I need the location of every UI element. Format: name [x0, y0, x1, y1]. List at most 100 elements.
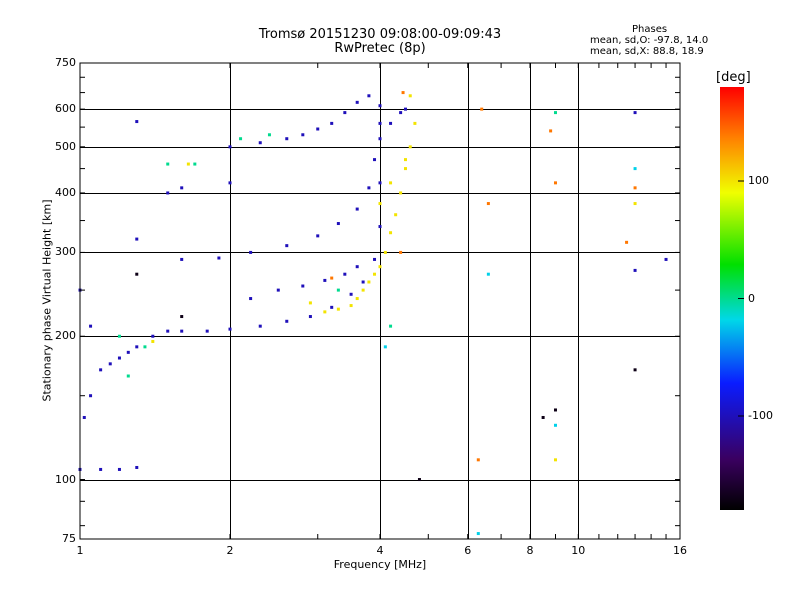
colorbar-tick-label: 100: [748, 174, 769, 187]
data-point: [151, 334, 155, 338]
data-point: [403, 107, 407, 111]
data-point: [151, 339, 155, 343]
data-point: [553, 111, 557, 115]
data-point: [633, 202, 637, 206]
data-point: [403, 158, 407, 162]
data-point: [355, 265, 359, 269]
data-point: [553, 408, 557, 412]
data-point: [486, 202, 490, 206]
data-point: [553, 423, 557, 427]
data-point: [336, 307, 340, 311]
data-point: [664, 257, 668, 261]
x-tick-label: 16: [673, 544, 687, 557]
colorbar-ticks: [738, 180, 744, 417]
data-point: [373, 158, 377, 162]
data-point: [553, 458, 557, 462]
data-point: [378, 181, 382, 185]
data-point: [389, 181, 393, 185]
x-axis-label: Frequency [MHz]: [333, 558, 427, 571]
grid-lines: [80, 63, 680, 539]
data-point: [349, 304, 353, 308]
data-point: [323, 310, 327, 314]
data-point: [330, 305, 334, 309]
data-point: [301, 133, 305, 137]
data-point: [389, 121, 393, 125]
data-point: [323, 278, 327, 282]
data-point: [343, 111, 347, 115]
axis-ticks: [79, 62, 681, 539]
x-tick-label: 6: [464, 544, 472, 557]
data-point: [166, 162, 170, 166]
data-points: [78, 91, 668, 536]
y-tick-label: 400: [55, 185, 76, 199]
data-point: [343, 272, 347, 276]
data-point: [285, 319, 289, 323]
y-tick-label: 200: [55, 329, 76, 343]
data-point: [180, 329, 184, 333]
x-tick-label: 4: [376, 544, 384, 557]
x-tick-label: 2: [226, 544, 234, 557]
data-point: [166, 329, 170, 333]
data-point: [276, 288, 280, 292]
data-point: [413, 121, 417, 125]
data-point: [217, 256, 221, 260]
data-point: [330, 276, 334, 280]
data-point: [355, 207, 359, 211]
data-point: [401, 91, 405, 95]
data-point: [399, 250, 403, 254]
y-tick-label: 300: [55, 245, 76, 259]
data-point: [316, 234, 320, 238]
data-point: [361, 288, 365, 292]
data-point: [301, 284, 305, 288]
data-point: [135, 272, 139, 276]
data-point: [389, 231, 393, 235]
data-point: [180, 186, 184, 190]
chart-title-line1: Tromsø 20151230 09:08:00-09:09:43: [258, 27, 502, 42]
data-point: [126, 350, 130, 354]
data-point: [336, 288, 340, 292]
data-point: [180, 315, 184, 319]
data-point: [367, 94, 371, 98]
x-tick-label: 8: [526, 544, 534, 557]
data-point: [258, 324, 262, 328]
data-point: [135, 345, 139, 349]
data-point: [285, 137, 289, 141]
chart-title-line2: RwPretec (8p): [334, 41, 426, 56]
data-point: [349, 292, 353, 296]
data-point: [117, 334, 121, 338]
data-point: [316, 127, 320, 131]
data-point: [553, 181, 557, 185]
data-point: [249, 297, 253, 301]
colorbar-label: [deg]: [716, 70, 751, 85]
data-point: [308, 315, 312, 319]
y-tick-label: 500: [55, 139, 76, 153]
data-point: [541, 415, 545, 419]
data-point: [476, 458, 480, 462]
data-point: [117, 356, 121, 360]
data-point: [408, 94, 412, 98]
data-point: [258, 141, 262, 145]
data-point: [82, 415, 86, 419]
data-point: [480, 107, 484, 111]
data-point: [633, 186, 637, 190]
data-point: [389, 324, 393, 328]
x-tick-label: 1: [76, 544, 84, 557]
data-point: [373, 272, 377, 276]
data-point: [205, 329, 209, 333]
data-point: [249, 250, 253, 254]
data-point: [403, 167, 407, 171]
data-point: [336, 222, 340, 226]
data-point: [394, 213, 398, 217]
data-point: [239, 137, 243, 141]
data-point: [361, 280, 365, 284]
data-point: [633, 368, 637, 372]
data-point: [285, 244, 289, 248]
y-tick-label: 600: [55, 102, 76, 116]
data-point: [99, 467, 103, 471]
data-point: [355, 297, 359, 301]
data-point: [383, 250, 387, 254]
data-point: [267, 133, 271, 137]
data-point: [89, 324, 93, 328]
data-point: [633, 167, 637, 171]
